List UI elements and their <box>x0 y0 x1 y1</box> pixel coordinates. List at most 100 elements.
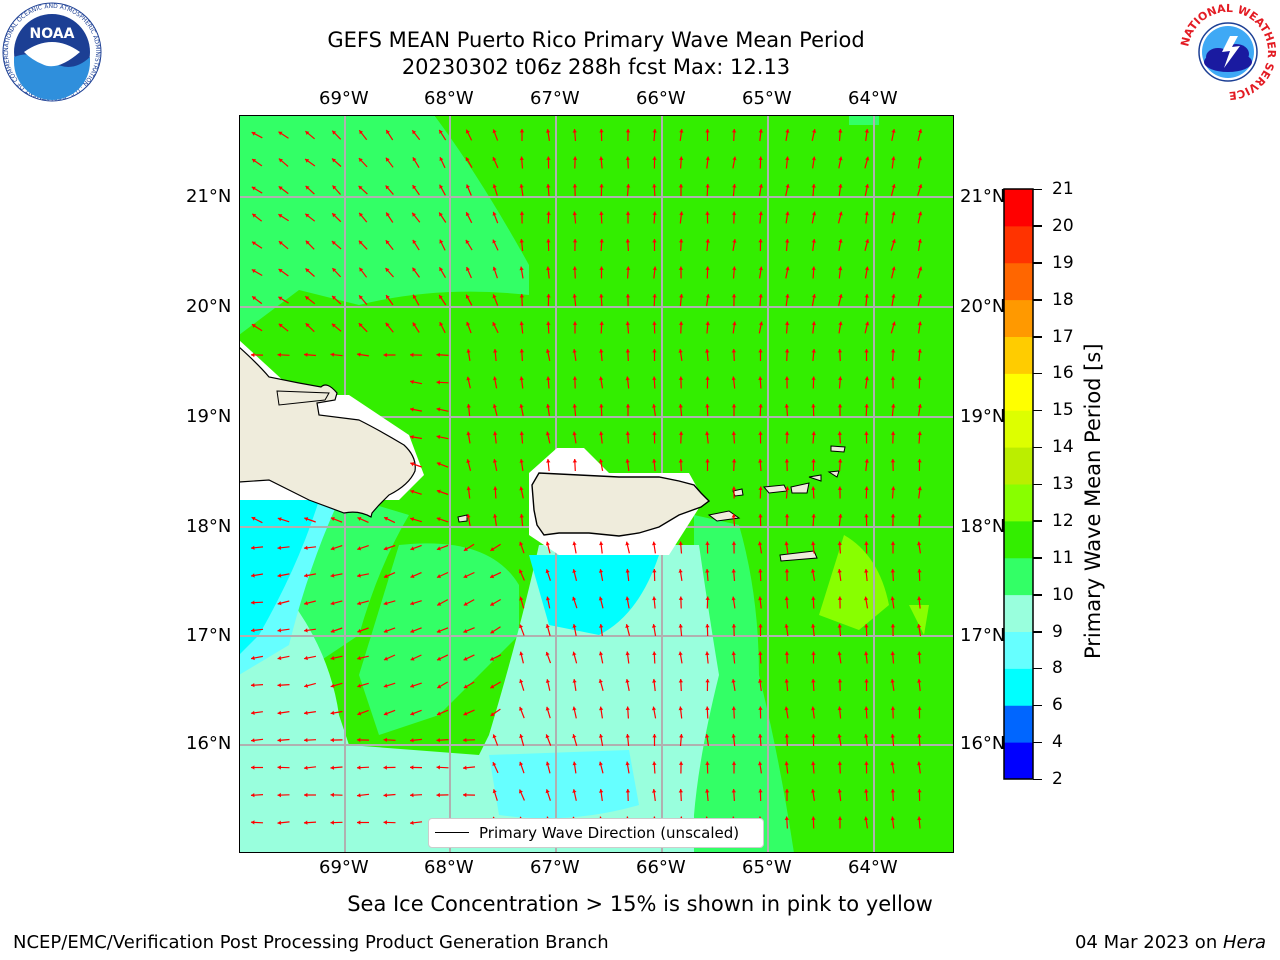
wave-arrow-head <box>732 239 737 243</box>
lat-tick-label: 16°N <box>186 733 232 754</box>
wave-arrow-head <box>917 514 922 518</box>
wave-arrow-head <box>305 131 310 135</box>
colorbar-tick-label: 12 <box>1052 510 1074 531</box>
wave-arrow-head <box>332 268 337 272</box>
wave-arrow-head <box>651 624 657 628</box>
wave-arrow-head <box>890 761 895 766</box>
wave-arrow-head <box>251 793 255 798</box>
wave-arrow-head <box>865 156 870 161</box>
wave-arrow-head <box>599 541 604 546</box>
wave-arrow-head <box>837 431 842 435</box>
wave-arrow-head <box>785 129 790 133</box>
colorbar-tick-label: 21 <box>1052 179 1074 199</box>
wave-arrow-head <box>436 462 441 467</box>
colorbar-tick <box>1033 594 1042 596</box>
wave-arrow-head <box>679 129 684 133</box>
wave-arrow-head <box>784 541 789 546</box>
wave-arrow-head <box>519 431 524 435</box>
colorbar-tick <box>1033 372 1042 375</box>
wave-arrow-head <box>758 459 763 463</box>
wave-arrow-head <box>652 156 657 160</box>
lon-tick-label: 64°W <box>848 857 898 878</box>
colorbar-tick-label: 14 <box>1052 437 1074 458</box>
wave-arrow-head <box>705 294 710 298</box>
period-6-8-region <box>529 555 659 635</box>
wave-arrow-head <box>838 294 843 298</box>
wave-arrow-head <box>385 268 390 272</box>
wave-arrow-head <box>864 789 869 793</box>
wave-arrow-head <box>278 269 283 273</box>
wave-arrow-head <box>251 820 255 825</box>
wave-arrow-head <box>705 596 710 600</box>
wave-arrow-head <box>546 156 551 160</box>
wave-arrow-head <box>917 761 922 766</box>
wave-arrow-head <box>784 514 790 518</box>
wave-arrow-head <box>626 184 631 188</box>
wave-arrow-head <box>625 761 630 766</box>
colorbar-label: Primary Wave Mean Period [s] <box>1081 343 1105 659</box>
wave-arrow-head <box>811 679 816 683</box>
wave-arrow-head <box>466 184 470 189</box>
colorbar-tick-label: 20 <box>1052 215 1074 236</box>
wave-arrow-head <box>705 761 710 765</box>
wave-arrow-head <box>598 376 604 381</box>
wave-arrow-head <box>891 431 896 435</box>
wave-arrow-head <box>437 574 441 578</box>
wave-arrow-head <box>546 404 551 408</box>
wave-arrow-head <box>384 516 389 521</box>
wave-arrow-head <box>864 129 869 133</box>
wave-arrow-head <box>251 186 256 191</box>
wave-arrow-head <box>890 514 896 518</box>
wave-arrow-head <box>519 651 524 656</box>
wave-arrow-head <box>277 517 282 522</box>
wave-arrow-head <box>784 816 789 820</box>
wave-arrow-head <box>466 267 470 271</box>
wave-arrow-head <box>917 569 922 573</box>
wave-arrow-head <box>678 651 683 656</box>
wave-arrow-head <box>811 816 816 820</box>
wave-arrow-head <box>436 407 441 412</box>
lat-tick-label: 17°N <box>960 625 1006 646</box>
wave-arrow-head <box>412 267 417 272</box>
wave-arrow-head <box>545 651 550 656</box>
wave-arrow-head <box>838 129 843 133</box>
wave-arrow-head <box>490 547 495 551</box>
wave-arrow-head <box>384 656 388 661</box>
wave-arrow-head <box>492 322 497 327</box>
wave-arrow-head <box>758 761 763 766</box>
wave-arrow-head <box>864 349 869 353</box>
legend-line-swatch <box>435 832 469 833</box>
wave-arrow-head <box>652 211 657 215</box>
wave-arrow-head <box>837 404 843 408</box>
wave-arrow-head <box>599 129 604 133</box>
wave-arrow-head <box>864 294 869 298</box>
footer-right: 04 Mar 2023 on Hera <box>1075 932 1266 954</box>
wave-arrow-head <box>305 296 310 301</box>
wave-arrow-head <box>439 157 444 161</box>
colorbar <box>1003 188 1034 780</box>
colorbar-tick <box>1033 336 1042 338</box>
wave-arrow-head <box>811 321 816 326</box>
wave-arrow-head <box>731 404 737 408</box>
lat-tick-label: 16°N <box>960 733 1006 754</box>
wave-arrow-head <box>890 569 895 573</box>
wave-arrow-head <box>758 624 763 628</box>
wave-arrow-head <box>598 596 603 601</box>
wave-arrow-head <box>678 789 683 793</box>
wave-arrow-head <box>410 683 415 688</box>
wave-arrow-head <box>277 601 282 606</box>
wave-arrow-head <box>436 629 441 633</box>
lon-tick-label: 67°W <box>530 857 580 878</box>
wave-arrow-head <box>678 706 683 711</box>
wave-arrow-head <box>891 239 896 244</box>
lat-tick-label: 19°N <box>186 406 232 427</box>
wave-arrow-head <box>466 459 471 463</box>
wave-arrow-head <box>678 569 683 573</box>
wave-arrow-head <box>891 349 896 353</box>
wave-arrow-head <box>811 266 816 270</box>
wave-arrow-head <box>917 789 922 793</box>
wave-arrow-head <box>837 679 843 683</box>
wave-arrow-head <box>625 624 630 628</box>
wave-arrow-head <box>598 569 604 573</box>
wave-arrow-head <box>625 651 630 656</box>
